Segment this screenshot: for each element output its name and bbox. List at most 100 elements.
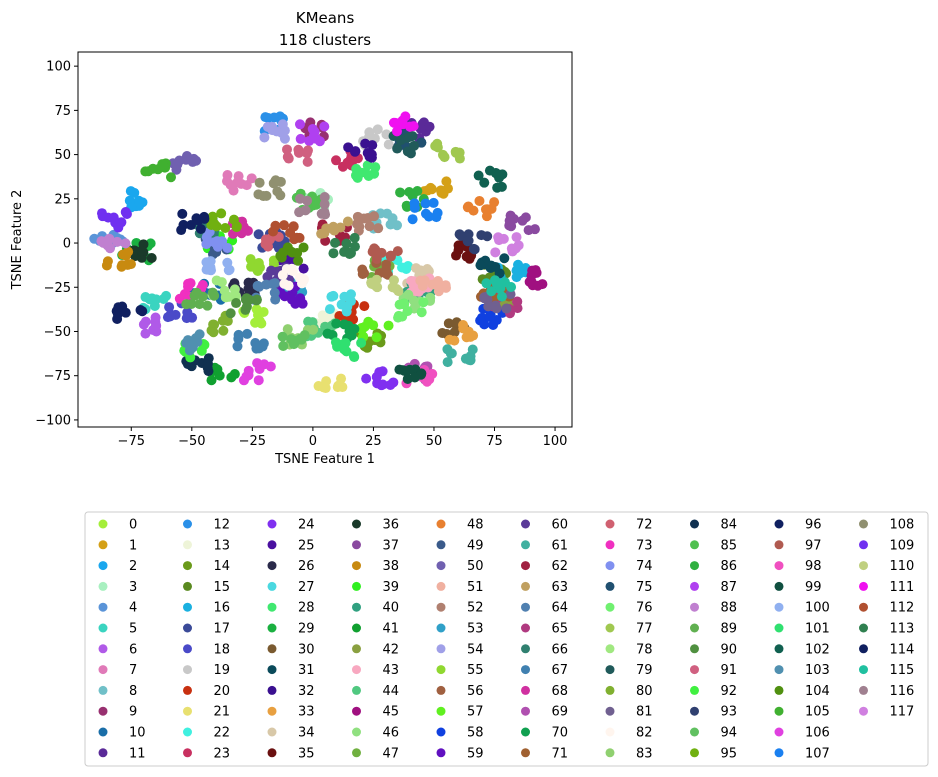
scatter-point-cluster-93 <box>462 236 473 247</box>
legend-label: 86 <box>721 559 738 574</box>
legend-marker <box>521 602 530 612</box>
legend-label: 101 <box>805 622 830 637</box>
legend-marker <box>690 561 699 571</box>
legend-label: 110 <box>890 559 915 574</box>
scatter-point-cluster-61 <box>463 354 474 365</box>
scatter-point-cluster-94 <box>299 330 310 341</box>
legend-label: 95 <box>721 746 738 761</box>
legend-label: 113 <box>890 622 915 637</box>
legend-label: 25 <box>298 538 315 553</box>
legend-label: 22 <box>214 726 231 741</box>
scatter-point-cluster-11 <box>424 121 435 132</box>
legend-marker <box>436 685 446 695</box>
scatter-point-cluster-2 <box>134 198 145 209</box>
scatter-point-cluster-27 <box>324 304 335 315</box>
legend-marker <box>605 623 615 633</box>
scatter-point-cluster-110 <box>372 282 383 293</box>
legend-label: 15 <box>214 580 231 595</box>
scatter-point-cluster-48 <box>489 197 500 208</box>
scatter-point-cluster-36 <box>146 252 157 263</box>
legend-marker <box>605 519 615 529</box>
legend-marker <box>98 665 108 675</box>
legend-label: 30 <box>298 642 315 657</box>
legend-label: 79 <box>636 663 653 678</box>
scatter-point-cluster-117 <box>511 232 522 243</box>
scatter-point-cluster-57 <box>383 320 394 331</box>
scatter-point-cluster-38 <box>117 260 128 271</box>
legend-marker <box>436 602 446 612</box>
legend-marker <box>352 644 361 654</box>
legend-marker <box>690 540 699 550</box>
legend-label: 47 <box>383 746 400 761</box>
scatter-point-cluster-23 <box>337 161 348 172</box>
legend-marker <box>98 623 108 633</box>
legend-label: 13 <box>214 538 231 553</box>
legend-marker <box>859 581 868 591</box>
legend-marker <box>352 748 361 758</box>
scatter-point-cluster-32 <box>350 146 361 157</box>
scatter-point-cluster-76 <box>418 297 429 308</box>
scatter-point-cluster-84 <box>203 353 214 364</box>
legend-label: 42 <box>383 642 400 657</box>
legend-label: 63 <box>552 580 569 595</box>
scatter-point-cluster-81 <box>483 301 494 312</box>
scatter-point-cluster-105 <box>140 166 151 177</box>
scatter-point-cluster-56 <box>381 264 392 275</box>
legend-marker <box>774 519 784 529</box>
legend-marker <box>774 748 784 758</box>
legend-label: 105 <box>805 705 830 720</box>
legend-label: 14 <box>214 559 231 574</box>
scatter-point-cluster-67 <box>242 328 253 339</box>
y-axis-label: TSNE Feature 2 <box>10 190 25 291</box>
scatter-point-cluster-104 <box>292 248 303 259</box>
legend-label: 18 <box>214 642 231 657</box>
legend-marker <box>690 727 699 737</box>
legend-label: 104 <box>805 684 830 699</box>
legend-label: 78 <box>636 642 653 657</box>
legend-marker <box>521 727 530 737</box>
legend-marker <box>521 748 530 758</box>
legend-label: 61 <box>552 538 569 553</box>
legend-marker <box>98 519 108 529</box>
scatter-point-cluster-116 <box>295 193 306 204</box>
scatter-point-cluster-35 <box>451 250 462 261</box>
legend-marker <box>774 540 784 550</box>
scatter-point-cluster-108 <box>270 175 281 186</box>
legend-label: 117 <box>890 705 915 720</box>
legend-label: 112 <box>890 601 915 616</box>
scatter-point-cluster-6 <box>140 316 151 327</box>
scatter-point-cluster-90 <box>244 294 255 305</box>
scatter-point-cluster-0 <box>250 317 261 328</box>
legend-label: 115 <box>890 663 915 678</box>
legend-label: 71 <box>552 746 569 761</box>
scatter-point-cluster-76 <box>416 307 427 318</box>
scatter-point-cluster-79 <box>392 143 403 154</box>
scatter-point-cluster-37 <box>517 215 528 226</box>
scatter-point-cluster-63 <box>321 223 332 234</box>
legend-label: 64 <box>552 601 569 616</box>
scatter-point-cluster-77 <box>430 140 441 151</box>
scatter-point-cluster-21 <box>320 383 331 394</box>
y-tick-label: 0 <box>63 237 71 252</box>
scatter-point-cluster-33 <box>463 326 474 337</box>
legend-marker <box>98 644 108 654</box>
scatter-point-cluster-51 <box>433 286 444 297</box>
scatter-point-cluster-93 <box>469 244 480 255</box>
scatter-point-cluster-31 <box>499 253 510 264</box>
legend-label: 84 <box>721 518 738 533</box>
scatter-point-cluster-82 <box>294 272 305 283</box>
legend-label: 40 <box>383 601 400 616</box>
scatter-point-cluster-17 <box>253 229 264 240</box>
scatter-point-cluster-106 <box>253 375 264 386</box>
scatter-point-cluster-6 <box>150 312 161 323</box>
legend-label: 11 <box>129 746 146 761</box>
x-tick-label: 25 <box>365 434 382 449</box>
scatter-point-cluster-78 <box>223 291 234 302</box>
scatter-point-cluster-115 <box>506 282 517 293</box>
legend-label: 20 <box>214 684 231 699</box>
scatter-point-cluster-103 <box>194 329 205 340</box>
legend-label: 21 <box>214 705 231 720</box>
legend-marker <box>436 665 446 675</box>
scatter-point-cluster-95 <box>228 214 239 225</box>
legend-label: 82 <box>636 726 653 741</box>
